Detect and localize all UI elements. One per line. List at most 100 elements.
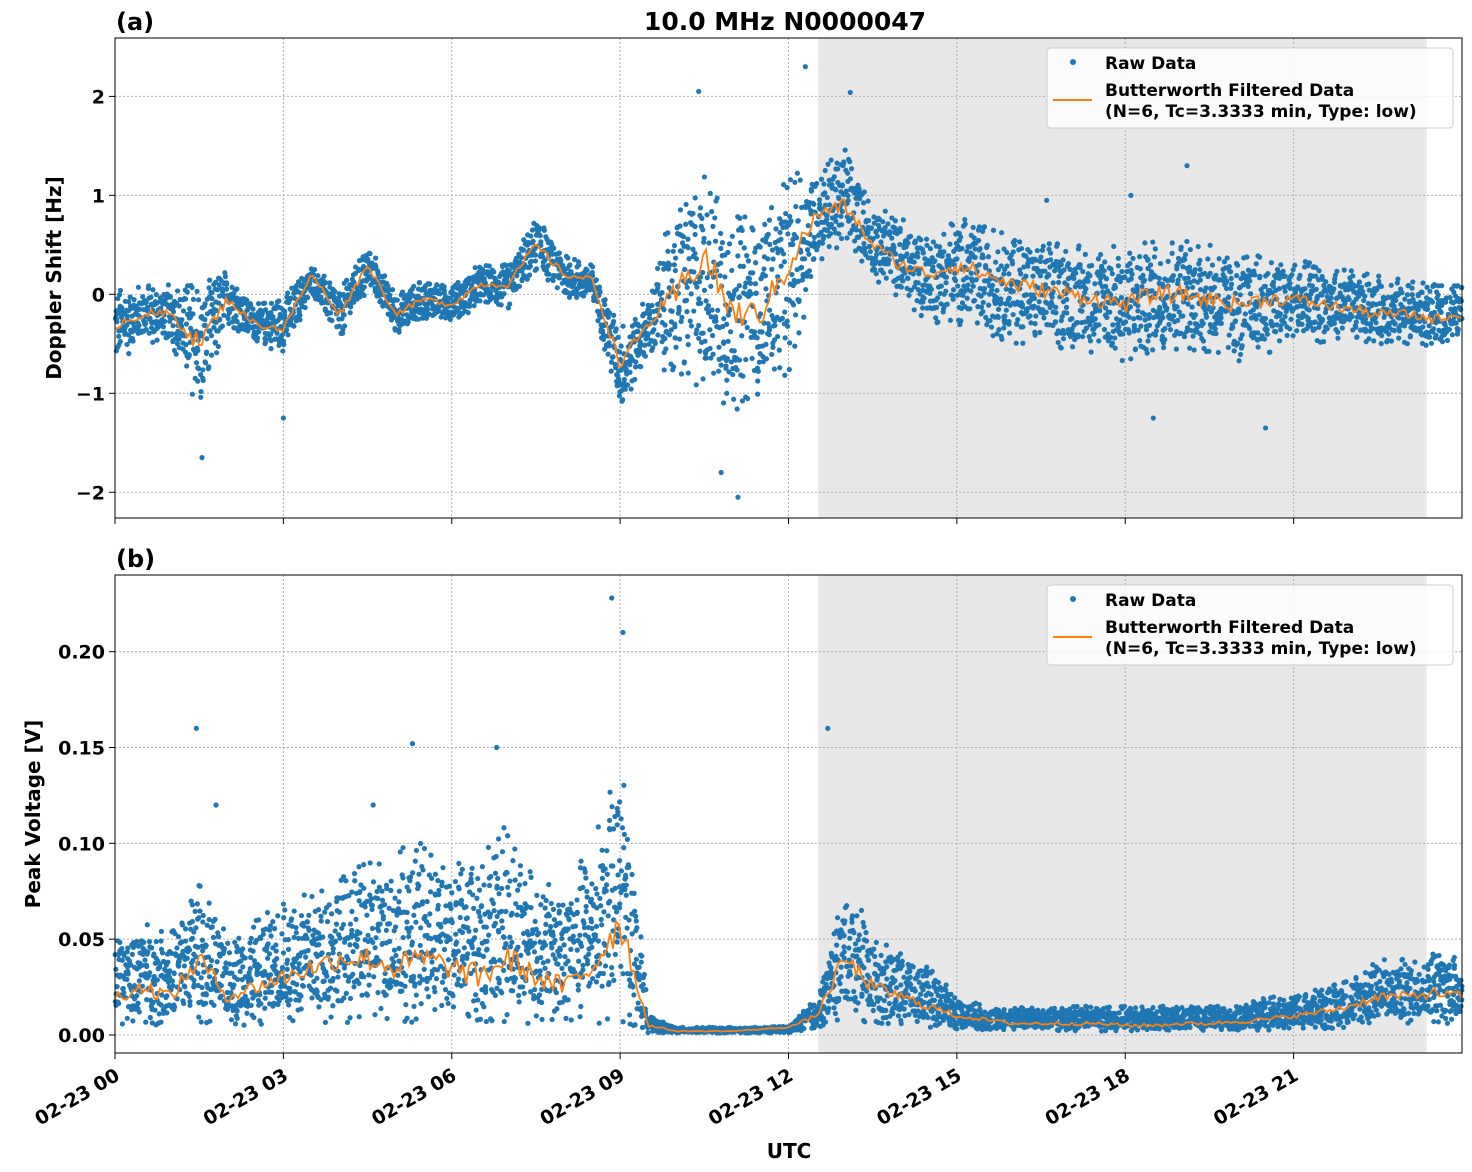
raw-data-point: [753, 290, 759, 296]
raw-data-point: [755, 378, 761, 384]
raw-data-point: [856, 186, 862, 192]
raw-data-point: [576, 262, 582, 268]
raw-data-point: [244, 297, 250, 303]
raw-data-point: [1339, 325, 1345, 331]
raw-data-point: [503, 262, 509, 268]
raw-data-point: [191, 984, 197, 990]
raw-data-point: [291, 934, 297, 940]
raw-data-point: [980, 308, 986, 315]
raw-data-point: [276, 342, 282, 349]
raw-data-point: [328, 310, 334, 316]
raw-data-point: [1404, 341, 1410, 347]
raw-data-point: [1167, 327, 1174, 333]
raw-data-point: [1097, 308, 1103, 314]
raw-data-point: [197, 883, 203, 889]
raw-data-point: [573, 289, 580, 295]
raw-data-point: [206, 285, 212, 291]
raw-data-point: [1073, 270, 1079, 276]
raw-data-point: [983, 265, 989, 271]
raw-data-point: [528, 258, 535, 264]
raw-data-point: [1012, 237, 1018, 244]
raw-data-point: [200, 919, 206, 925]
raw-data-point: [885, 258, 891, 264]
raw-data-point: [806, 251, 812, 257]
raw-data-point: [1001, 271, 1007, 277]
raw-data-point: [920, 250, 927, 256]
raw-data-point: [1205, 256, 1211, 262]
raw-data-point: [1109, 340, 1116, 346]
raw-data-point: [1349, 314, 1355, 320]
raw-data-point: [1261, 336, 1268, 342]
raw-data-point: [1005, 296, 1011, 303]
raw-data-point: [306, 912, 312, 918]
raw-data-point: [1169, 240, 1175, 246]
raw-data-point: [1287, 326, 1293, 332]
raw-data-point: [316, 942, 322, 948]
raw-data-point: [232, 1021, 239, 1027]
raw-data-point: [1391, 327, 1398, 334]
raw-data-point: [1434, 289, 1440, 295]
raw-data-point: [787, 340, 793, 346]
raw-data-point: [327, 280, 333, 286]
raw-data-point: [714, 195, 720, 201]
raw-data-point: [717, 273, 723, 279]
raw-data-point: [1288, 316, 1294, 322]
raw-data-point: [1020, 340, 1026, 346]
raw-data-point: [627, 362, 633, 368]
raw-data-point: [1096, 338, 1102, 344]
raw-data-point: [1052, 319, 1058, 325]
raw-data-point: [306, 927, 312, 933]
raw-data-point: [1323, 279, 1329, 285]
raw-data-point: [280, 950, 287, 956]
raw-data-point: [1134, 283, 1140, 289]
raw-data-point: [722, 274, 728, 280]
raw-data-point: [729, 233, 735, 239]
raw-data-point: [685, 236, 691, 242]
raw-data-point: [772, 322, 778, 329]
raw-data-point: [729, 267, 735, 274]
raw-data-point: [684, 284, 690, 290]
raw-data-point: [606, 343, 612, 349]
raw-data-point: [701, 287, 708, 293]
raw-data-point: [209, 924, 215, 930]
raw-data-point: [1319, 273, 1325, 280]
raw-data-point: [181, 963, 187, 969]
raw-data-point: [171, 1004, 178, 1010]
raw-data-point: [998, 263, 1004, 269]
raw-data-point: [1246, 325, 1253, 332]
raw-data-point: [994, 287, 1000, 294]
raw-data-point: [640, 301, 646, 307]
raw-data-point: [970, 224, 976, 231]
raw-data-point: [730, 371, 736, 378]
raw-data-point: [275, 913, 281, 919]
raw-data-point: [767, 241, 773, 248]
raw-data-point: [1058, 262, 1064, 268]
raw-data-point: [206, 974, 213, 980]
raw-data-point: [1141, 277, 1148, 283]
raw-data-point: [117, 939, 123, 945]
raw-data-point: [1331, 320, 1338, 326]
raw-data-point: [797, 177, 803, 183]
raw-data-point: [1253, 316, 1259, 322]
raw-data-point: [757, 244, 763, 250]
raw-data-point: [861, 200, 867, 206]
raw-data-point: [1439, 283, 1445, 289]
raw-data-point: [661, 307, 667, 313]
raw-data-point: [1080, 268, 1086, 275]
raw-data-point: [183, 938, 189, 944]
raw-data-point: [136, 1009, 142, 1015]
raw-data-point: [968, 270, 974, 276]
raw-data-point: [718, 230, 724, 237]
raw-data-point: [1458, 284, 1464, 291]
raw-data-point: [700, 269, 706, 276]
raw-data-point: [255, 301, 262, 307]
raw-data-point: [752, 249, 758, 255]
raw-data-point: [1378, 332, 1385, 339]
raw-data-point: [516, 283, 523, 289]
raw-data-point: [237, 968, 243, 975]
raw-data-point: [1187, 345, 1193, 351]
raw-data-point: [688, 323, 695, 329]
raw-data-point: [127, 294, 133, 300]
x-tick-label: 02-23 18: [1041, 1064, 1133, 1130]
raw-data-point: [712, 238, 719, 244]
